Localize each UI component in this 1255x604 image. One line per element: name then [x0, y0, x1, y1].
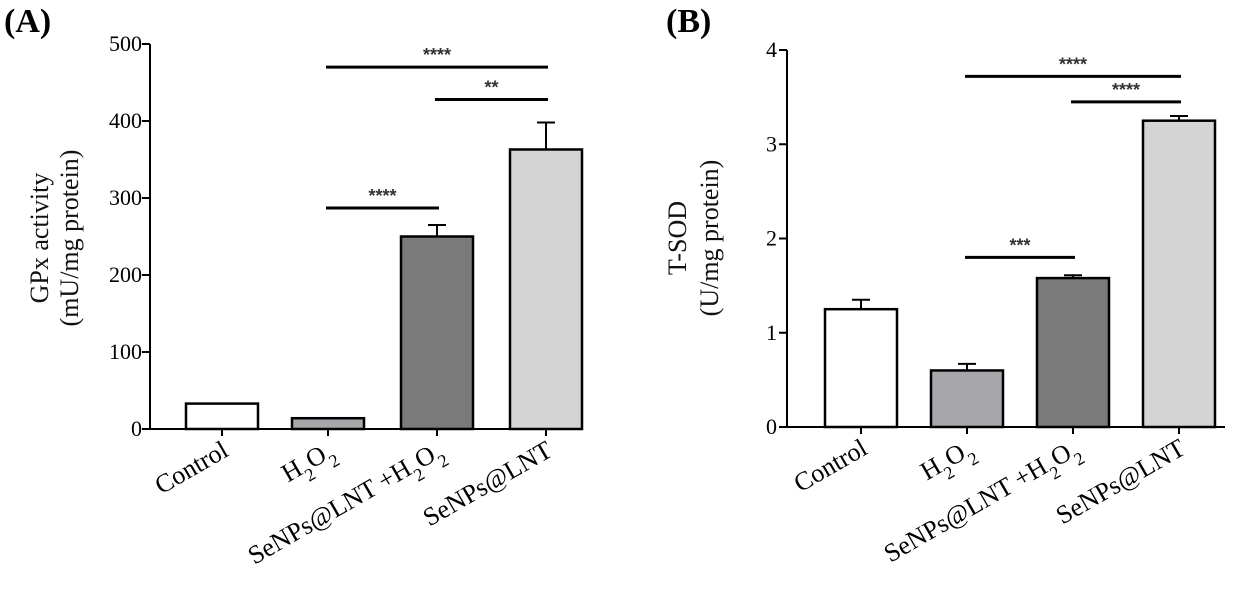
x-category-label: Control: [150, 435, 233, 500]
panel-label-b: (B): [666, 3, 711, 40]
category-subscript: 2: [1070, 448, 1088, 470]
x-category-label: SeNPs@LNT: [1051, 433, 1190, 530]
y-tick-label: 0: [131, 416, 142, 441]
y-tick-label: 1: [766, 320, 777, 345]
y-tick-label: 500: [109, 31, 142, 56]
y-axis-title: T-SOD: [663, 201, 692, 275]
bar: [399, 235, 475, 431]
y-tick-label: 300: [109, 185, 142, 210]
y-axis-title: GPx activity: [25, 173, 54, 304]
y-tick-label: 0: [766, 414, 777, 439]
x-category-label: H2O2: [276, 435, 343, 495]
y-tick-label: 400: [109, 108, 142, 133]
bar: [929, 369, 1005, 429]
significance-label: ****: [368, 186, 396, 206]
bar: [823, 307, 899, 429]
y-tick-label: 2: [766, 226, 777, 251]
y-axis-subtitle: (mU/mg protein): [55, 150, 84, 327]
category-text: SeNPs@LNT: [1051, 433, 1190, 530]
category-subscript: 2: [964, 448, 982, 470]
y-tick-label: 100: [109, 339, 142, 364]
bar: [184, 402, 260, 431]
significance-label: ****: [1112, 80, 1140, 100]
bar: [290, 416, 366, 431]
y-tick-label: 3: [766, 131, 777, 156]
x-category-label: H2O2: [915, 433, 982, 493]
bar: [508, 148, 584, 431]
y-tick-label: 4: [766, 37, 777, 62]
category-subscript: 2: [434, 450, 452, 472]
y-tick-label: 200: [109, 262, 142, 287]
category-text: Control: [150, 435, 233, 500]
significance-label: **: [484, 77, 498, 97]
significance-label: ***: [1009, 235, 1030, 255]
bar: [1141, 119, 1217, 429]
x-category-label: Control: [789, 433, 872, 498]
significance-label: ****: [1059, 54, 1087, 74]
y-axis-subtitle: (U/mg protein): [695, 160, 724, 317]
chart-panel-a: 0 100 200 300 400 500 GPx activity (mU/mg prote…: [25, 31, 584, 570]
significance-label: ****: [423, 45, 451, 65]
panel-label-a: (A): [4, 3, 51, 40]
x-category-label: SeNPs@LNT: [418, 435, 557, 532]
category-text: SeNPs@LNT +H: [243, 453, 416, 570]
category-text: SeNPs@LNT: [418, 435, 557, 532]
bar: [1035, 276, 1111, 429]
category-subscript: 2: [325, 450, 343, 472]
category-text: SeNPs@LNT +H: [879, 451, 1052, 568]
category-text: Control: [789, 433, 872, 498]
